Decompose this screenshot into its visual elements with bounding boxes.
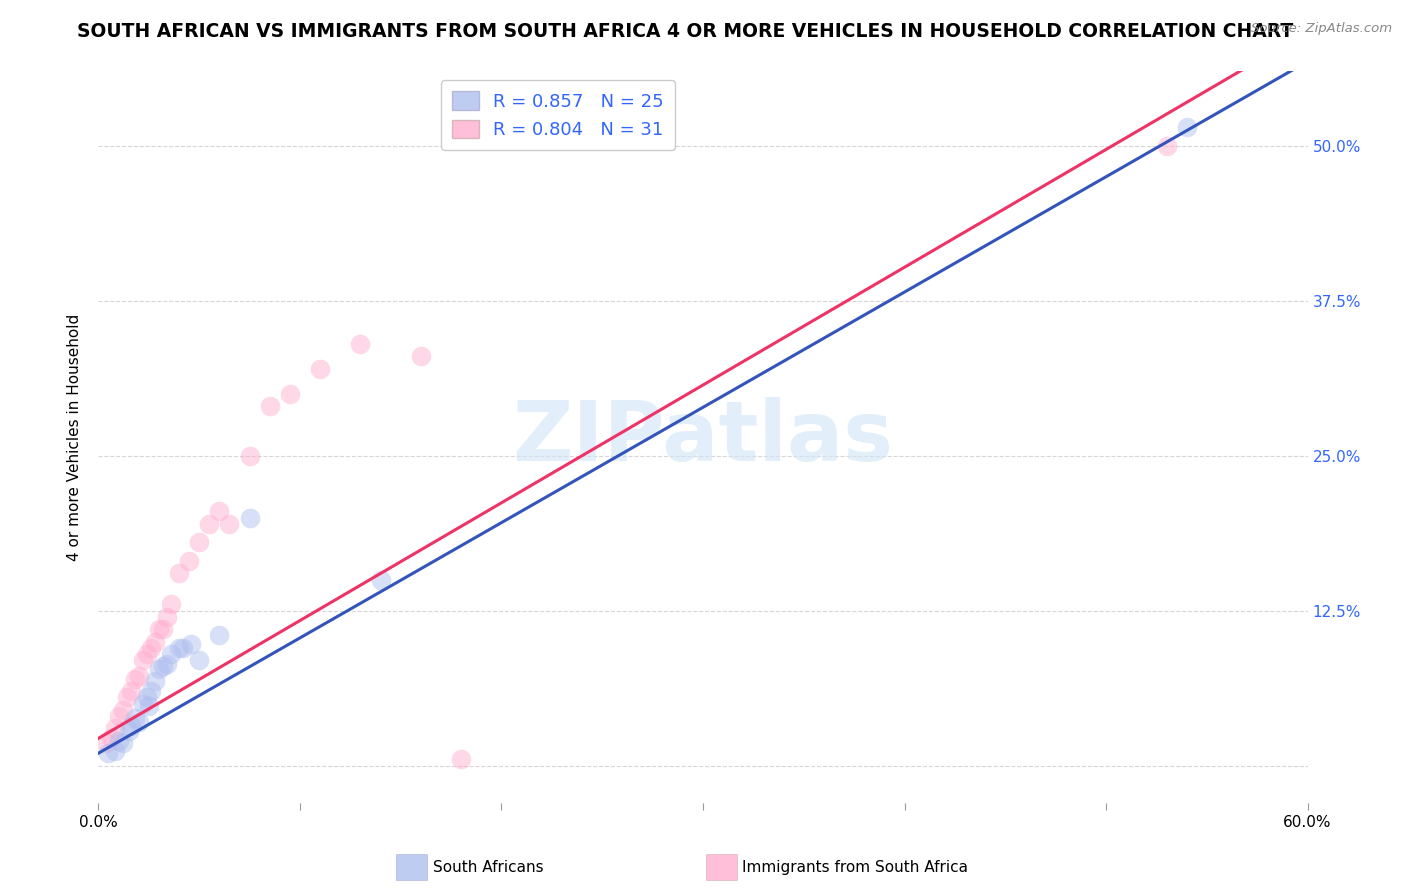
Point [128,715,150,730]
Point [100,731,122,746]
Point [450,752,472,766]
Point [139,640,162,655]
Point [239,449,262,463]
Point [156,657,179,671]
Point [1156,138,1178,153]
Point [139,684,162,698]
Point [143,634,166,648]
Text: ZIPatlas: ZIPatlas [513,397,893,477]
Point [179,554,201,568]
Point [111,736,134,750]
Point [370,573,392,587]
Point [167,640,190,655]
Point [128,669,150,683]
Point [115,690,138,705]
Point [208,628,231,642]
Point [160,598,183,612]
Point [409,350,432,364]
Text: Source: ZipAtlas.com: Source: ZipAtlas.com [1251,22,1392,36]
Point [118,723,141,738]
Point [349,337,371,351]
Point [259,399,281,413]
Point [135,647,157,661]
Point [239,510,262,524]
Point [152,659,174,673]
Text: SOUTH AFRICAN VS IMMIGRANTS FROM SOUTH AFRICA 4 OR MORE VEHICLES IN HOUSEHOLD CO: SOUTH AFRICAN VS IMMIGRANTS FROM SOUTH A… [77,22,1294,41]
Point [97,746,120,760]
Point [124,711,146,725]
Point [198,516,221,531]
Point [1175,120,1198,135]
Point [124,672,146,686]
Point [107,734,129,748]
Point [120,719,142,733]
Text: South Africans: South Africans [433,860,544,874]
Point [218,516,240,531]
Point [188,535,211,549]
Point [111,703,134,717]
Point [278,386,301,401]
Point [135,690,157,705]
Point [152,622,174,636]
Point [148,622,170,636]
Point [309,362,332,376]
Point [138,699,160,714]
Point [172,640,194,655]
Point [156,610,179,624]
Point [180,637,202,651]
Text: Immigrants from South Africa: Immigrants from South Africa [742,860,969,874]
Point [132,697,155,711]
Point [208,504,231,518]
Point [120,684,142,698]
Point [167,566,190,581]
Point [107,709,129,723]
Y-axis label: 4 or more Vehicles in Household: 4 or more Vehicles in Household [67,313,83,561]
Point [160,647,183,661]
Point [148,662,170,676]
Point [132,653,155,667]
Point [143,674,166,689]
Point [103,744,125,758]
Legend: R = 0.857   N = 25, R = 0.804   N = 31: R = 0.857 N = 25, R = 0.804 N = 31 [441,80,675,150]
Point [188,653,211,667]
Point [103,722,125,736]
Point [96,736,118,750]
